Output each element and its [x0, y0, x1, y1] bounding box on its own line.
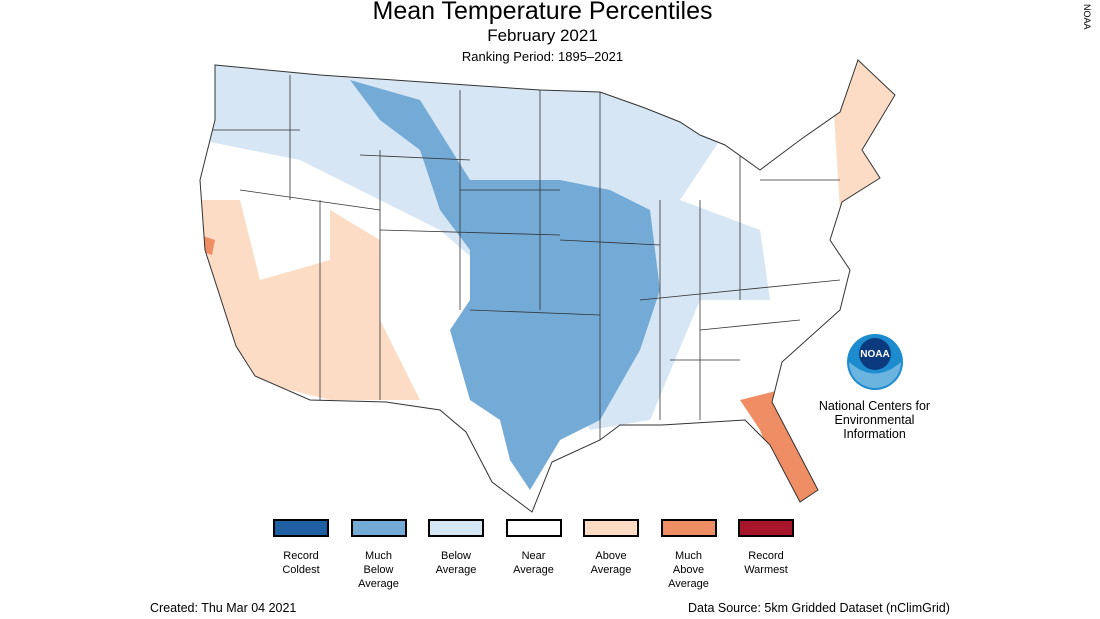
legend-label: Near Average: [513, 550, 554, 576]
legend-label: Record Warmest: [744, 550, 788, 576]
data-source: Data Source: 5km Gridded Dataset (nClimG…: [688, 601, 950, 615]
legend-label: Record Coldest: [282, 550, 320, 576]
legend-swatch: [660, 519, 717, 537]
legend-item: Below Average: [425, 519, 487, 577]
legend-swatch: [350, 519, 407, 537]
map-title: Mean Temperature Percentiles: [372, 0, 713, 25]
organization: National Centers for Environmental Infor…: [818, 399, 931, 441]
us-outline: [199, 59, 896, 513]
legend-item: Near Average: [503, 519, 565, 577]
map-fill: [200, 60, 895, 512]
legend-label: Much Above Average: [668, 550, 709, 590]
legend-label: Above Average: [590, 550, 632, 576]
legend-swatch: [505, 519, 562, 537]
created-date: Created: Thu Mar 04 2021: [150, 601, 297, 615]
legend: Record Coldest Much Below Average Below Av…: [270, 519, 810, 599]
legend-swatch: [583, 519, 639, 537]
watermark: NOAA: [1082, 4, 1092, 30]
ranking-period: Ranking Period: 1895–2021: [461, 49, 624, 64]
noaa-logo-text: NOAA: [860, 349, 889, 360]
legend-item: Much Above Average: [658, 519, 720, 591]
state-lines: [200, 75, 841, 440]
legend-item: Record Warmest: [735, 519, 797, 577]
noaa-logo-inner: [859, 338, 891, 370]
legend-label: Below Average: [435, 550, 477, 576]
legend-item: Much Below Average: [348, 519, 410, 591]
legend-swatch: [738, 519, 794, 537]
legend-item: Record Coldest: [270, 519, 332, 577]
legend-label: Much Below Average: [358, 550, 399, 590]
legend-item: Above Average: [580, 519, 642, 577]
noaa-logo-wave: [849, 362, 901, 388]
legend-swatch: [273, 519, 329, 537]
legend-swatch: [428, 519, 484, 537]
map-subtitle: February 2021: [487, 26, 598, 45]
